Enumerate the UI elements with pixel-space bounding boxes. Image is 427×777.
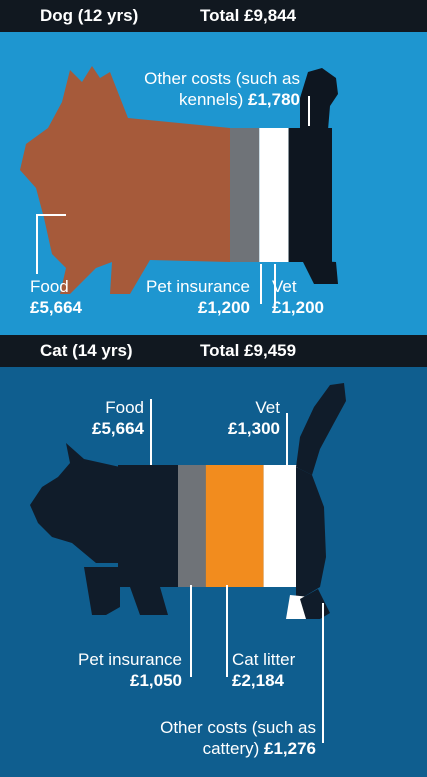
cat-head-silhouette <box>30 443 120 563</box>
dog-title: Dog (12 yrs) <box>40 6 139 25</box>
cat-food-label: Food £5,664 <box>92 398 144 438</box>
cat-total: Total £9,459 <box>200 341 297 360</box>
cat-other-label: Other costs (such as cattery) £1,276 <box>160 718 316 758</box>
dog-vet-label: Vet £1,200 <box>272 277 324 317</box>
cat-vet-label: Vet £1,300 <box>228 398 280 438</box>
cat-tail-silhouette <box>296 383 346 475</box>
cat-food-band <box>118 465 178 587</box>
dog-pet-insurance-band <box>230 128 260 262</box>
cat-hind-silhouette <box>296 467 326 599</box>
dog-food-leader-h <box>36 214 66 216</box>
dog-food-label: Food £5,664 <box>30 277 82 317</box>
dog-insurance-label: Pet insurance £1,200 <box>146 277 250 317</box>
cat-header-band: Cat (14 yrs) Total £9,459 <box>0 335 427 367</box>
cat-insurance-leader <box>190 585 192 677</box>
cat-title: Cat (14 yrs) <box>40 341 133 360</box>
dog-other-label: Other costs (such as kennels) £1,780 <box>144 69 300 109</box>
dog-panel: Food £5,664 Pet insurance £1,200 Vet £1,… <box>0 32 427 335</box>
cat-panel: Food £5,664 Pet insurance £1,050 Cat lit… <box>0 367 427 777</box>
cat-cat-litter-band <box>205 465 264 587</box>
cat-insurance-label: Pet insurance £1,050 <box>78 650 182 690</box>
cat-leg-2 <box>130 587 168 615</box>
dog-body-silhouette <box>20 66 230 294</box>
cat-vet-leader <box>286 413 288 465</box>
cat-front-legs <box>84 567 120 615</box>
cat-vet-band <box>263 465 298 587</box>
dog-total: Total £9,844 <box>200 6 297 25</box>
cat-food-leader <box>150 399 152 465</box>
dog-chart-svg <box>20 66 338 294</box>
dog-vet-leader <box>274 264 276 304</box>
cat-litter-label: Cat litter £2,184 <box>232 650 296 690</box>
cat-other-leader <box>322 603 324 743</box>
cat-pet-insurance-band <box>178 465 206 587</box>
dog-tail-silhouette <box>300 68 338 130</box>
dog-header-band: Dog (12 yrs) Total £9,844 <box>0 0 427 32</box>
dog-other-costs-such-as-kennels-band <box>288 128 332 262</box>
cat-litter-leader <box>226 585 228 677</box>
cat-chart-svg <box>30 383 346 619</box>
dog-other-leader <box>308 96 310 126</box>
dog-food-leader <box>36 214 38 274</box>
dog-insurance-leader <box>260 264 262 304</box>
dog-vet-band <box>259 128 289 262</box>
dog-back-leg <box>302 260 338 284</box>
